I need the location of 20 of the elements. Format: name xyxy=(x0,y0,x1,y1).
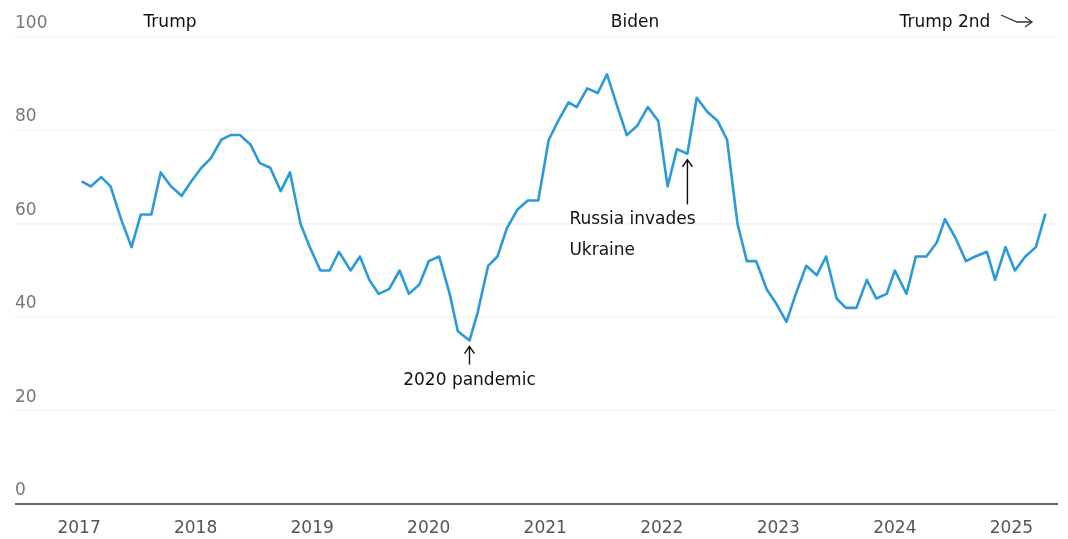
x-tick-label: 2020 xyxy=(407,517,451,537)
text: Biden xyxy=(610,11,660,31)
text: Trump 2nd xyxy=(898,11,991,31)
x-tick-label: 2025 xyxy=(989,517,1034,537)
annotation: Russia invades Ukraine xyxy=(569,208,696,260)
y-tick-label: 40 xyxy=(15,292,37,313)
y-tick-label: 100 xyxy=(15,12,48,32)
x-tick-label: 2024 xyxy=(873,517,917,537)
y-tick-label: 0 xyxy=(15,479,26,499)
y-tick-label: 60 xyxy=(15,198,37,219)
y-tick-label: 20 xyxy=(15,385,37,406)
y-tick-label: 80 xyxy=(15,105,37,126)
text: Trump xyxy=(142,11,197,31)
x-tick-label: 2022 xyxy=(640,517,684,537)
x-tick-label: 2019 xyxy=(290,517,334,537)
x-tick-label: 2018 xyxy=(174,517,218,537)
x-tick-label: 2021 xyxy=(523,517,567,537)
x-tick-label: 2023 xyxy=(756,517,800,537)
x-tick-label: 2017 xyxy=(57,517,101,537)
annotation: 2020 pandemic xyxy=(403,368,536,389)
